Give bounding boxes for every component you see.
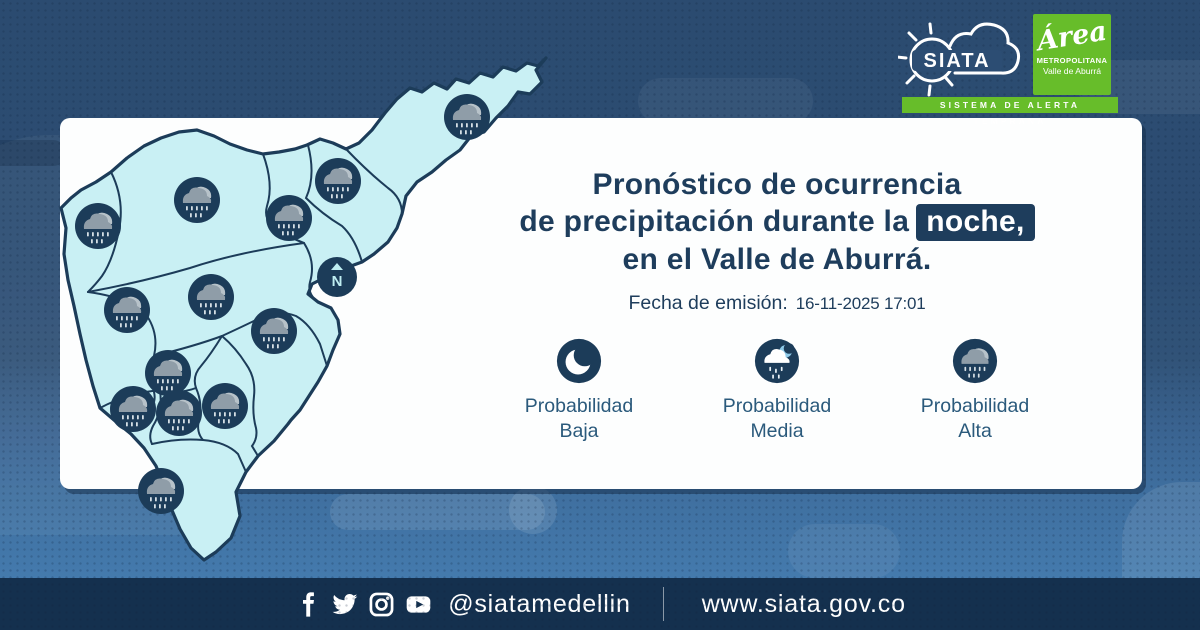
legend-item-media: Probabilidad Media — [688, 337, 866, 444]
website-link[interactable]: www.siata.gov.co — [701, 589, 906, 618]
moon-icon — [556, 338, 602, 384]
legend-item-baja: Probabilidad Baja — [490, 337, 668, 444]
cloud-shape — [330, 486, 557, 534]
municipality-rain-icon-alta — [145, 350, 191, 396]
forecast-text-column: Pronóstico de ocurrencia de precipitació… — [450, 166, 1104, 444]
cloud-rain-icon — [952, 338, 998, 384]
legend-label: Probabilidad Media — [722, 395, 832, 442]
title-line-2: de precipitación durante la noche, — [450, 203, 1104, 241]
twitter-icon[interactable] — [331, 591, 358, 618]
area-logo-script: Área — [1034, 15, 1109, 58]
municipality-rain-icon-alta — [202, 383, 248, 429]
municipality-rain-icon-alta — [138, 468, 184, 514]
facebook-icon[interactable] — [294, 591, 321, 618]
municipality-rain-icon-alta — [444, 94, 490, 140]
probability-legend: Probabilidad Baja Probabilidad Media Pro… — [450, 337, 1104, 444]
municipality-rain-icon-alta — [251, 308, 297, 354]
emission-date-value: 16-11-2025 17:01 — [795, 294, 926, 313]
cloud-shape — [0, 140, 66, 166]
siata-logo-text: SIATA — [923, 50, 990, 72]
municipality-rain-icon-alta — [110, 386, 156, 432]
siata-logo: SIATA — [898, 22, 1020, 97]
municipality-rain-icon-alta — [174, 177, 220, 223]
brand-logos: SIATA Área METROPOLITANA Valle de Aburrá… — [898, 6, 1124, 126]
emission-date: Fecha de emisión: 16-11-2025 17:01 — [450, 292, 1104, 315]
legend-label: Probabilidad Baja — [524, 395, 634, 442]
municipality-rain-icon-alta — [266, 195, 312, 241]
legend-item-alta: Probabilidad Alta — [886, 337, 1064, 444]
siata-tagline: SISTEMA DE ALERTA TEMPRANA — [902, 97, 1118, 126]
title-line-1: Pronóstico de ocurrencia — [592, 168, 962, 201]
north-compass: N — [317, 257, 357, 297]
legend-label: Probabilidad Alta — [920, 395, 1030, 442]
valle-de-aburra-map: N — [50, 48, 550, 568]
municipality-rain-icon-alta — [75, 203, 121, 249]
cloud-shape — [638, 78, 813, 124]
municipality-rain-icon-alta — [315, 158, 361, 204]
municipality-rain-icon-alta — [156, 390, 202, 436]
municipality-rain-icon-alta — [104, 287, 150, 333]
title-line-3: en el Valle de Aburrá. — [622, 243, 932, 276]
footer-divider — [662, 587, 664, 621]
cloud-rain-moon-icon — [754, 338, 800, 384]
area-metropolitana-logo: Área METROPOLITANA Valle de Aburrá — [1033, 14, 1111, 95]
cloud-shape — [788, 524, 900, 578]
footer-bar: @siatamedellin www.siata.gov.co — [0, 578, 1200, 630]
highlighted-period: noche, — [916, 204, 1035, 241]
area-logo-line2: METROPOLITANA — [1036, 56, 1108, 65]
emission-date-label: Fecha de emisión: — [628, 292, 788, 314]
social-handle[interactable]: @siatamedellin — [448, 589, 631, 618]
forecast-title: Pronóstico de ocurrencia de precipitació… — [450, 166, 1104, 278]
compass-letter: N — [332, 273, 343, 290]
municipality-rain-icon-alta — [188, 274, 234, 320]
social-icons — [294, 591, 432, 618]
instagram-icon[interactable] — [368, 591, 395, 618]
area-logo-line3: Valle de Aburrá — [1042, 66, 1102, 76]
youtube-icon[interactable] — [405, 591, 432, 618]
